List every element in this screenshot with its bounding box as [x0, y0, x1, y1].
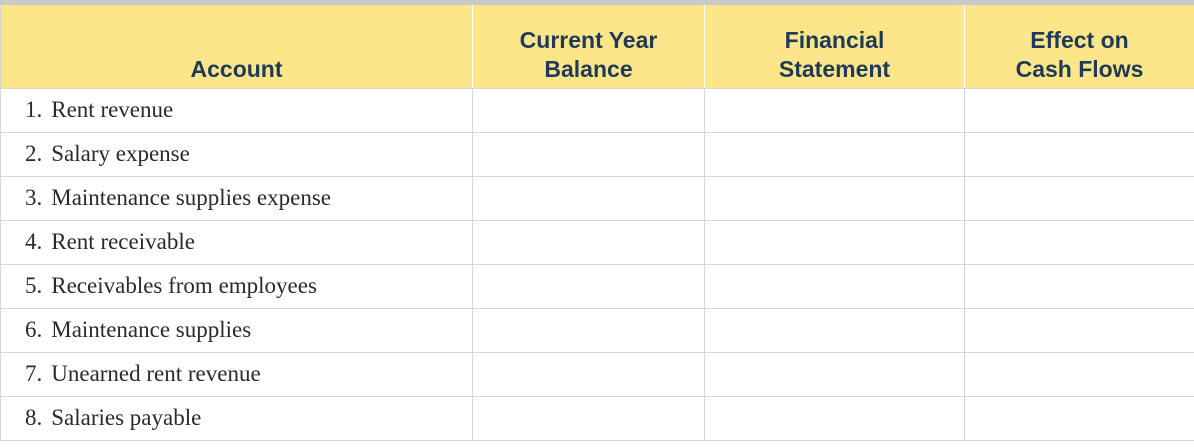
balance-cell[interactable]	[472, 131, 705, 177]
row-number: 7.	[25, 361, 43, 386]
account-cell: 5. Receivables from employees	[0, 263, 473, 309]
table-row: 3. Maintenance supplies expense	[0, 175, 1194, 221]
statement-cell[interactable]	[704, 395, 965, 441]
balance-cell[interactable]	[472, 351, 705, 397]
table-row: 6. Maintenance supplies	[0, 307, 1194, 353]
header-effect-on-cash-flows: Effect on Cash Flows	[964, 5, 1194, 89]
statement-cell[interactable]	[704, 87, 965, 133]
effect-cell[interactable]	[964, 87, 1194, 133]
account-name: Salary expense	[51, 141, 190, 166]
effect-cell[interactable]	[964, 351, 1194, 397]
statement-cell[interactable]	[704, 131, 965, 177]
balance-cell[interactable]	[472, 263, 705, 309]
header-balance-line-1: Current Year	[519, 26, 658, 53]
account-cell: 3. Maintenance supplies expense	[0, 175, 473, 221]
account-cell: 2. Salary expense	[0, 131, 473, 177]
table-row: 4. Rent receivable	[0, 219, 1194, 265]
statement-cell[interactable]	[704, 307, 965, 353]
top-rule	[0, 0, 1194, 5]
account-name: Rent revenue	[51, 97, 174, 122]
table-row: 8. Salaries payable	[0, 395, 1194, 441]
account-name: Receivables from employees	[51, 273, 317, 298]
effect-cell[interactable]	[964, 395, 1194, 441]
table-row: 1. Rent revenue	[0, 87, 1194, 133]
header-effect-line-2: Cash Flows	[1015, 55, 1144, 82]
header-row: Account Current Year Balance Financial S…	[0, 5, 1194, 89]
row-number: 8.	[25, 405, 43, 430]
header-statement-line-2: Statement	[778, 55, 891, 82]
account-cell: 1. Rent revenue	[0, 87, 473, 133]
account-cell: 8. Salaries payable	[0, 395, 473, 441]
statement-cell[interactable]	[704, 351, 965, 397]
balance-cell[interactable]	[472, 175, 705, 221]
account-name: Maintenance supplies	[51, 317, 252, 342]
row-number: 1.	[25, 97, 43, 122]
table-row: 7. Unearned rent revenue	[0, 351, 1194, 397]
account-cell: 7. Unearned rent revenue	[0, 351, 473, 397]
account-cell: 6. Maintenance supplies	[0, 307, 473, 353]
header-account: Account	[0, 5, 473, 89]
row-number: 2.	[25, 141, 43, 166]
statement-cell[interactable]	[704, 175, 965, 221]
balance-cell[interactable]	[472, 219, 705, 265]
account-name: Maintenance supplies expense	[51, 185, 331, 210]
account-name: Rent receivable	[51, 229, 195, 254]
account-name: Unearned rent revenue	[51, 361, 261, 386]
row-number: 3.	[25, 185, 43, 210]
statement-cell[interactable]	[704, 263, 965, 309]
account-cell: 4. Rent receivable	[0, 219, 473, 265]
balance-cell[interactable]	[472, 395, 705, 441]
effect-cell[interactable]	[964, 263, 1194, 309]
header-current-year-balance: Current Year Balance	[472, 5, 705, 89]
effect-cell[interactable]	[964, 219, 1194, 265]
table-row: 5. Receivables from employees	[0, 263, 1194, 309]
header-effect-line-1: Effect on	[1030, 26, 1129, 53]
account-name: Salaries payable	[51, 405, 202, 430]
balance-cell[interactable]	[472, 307, 705, 353]
row-number: 6.	[25, 317, 43, 342]
statement-cell[interactable]	[704, 219, 965, 265]
header-financial-statement: Financial Statement	[704, 5, 965, 89]
effect-cell[interactable]	[964, 175, 1194, 221]
effect-cell[interactable]	[964, 307, 1194, 353]
row-number: 4.	[25, 229, 43, 254]
balance-cell[interactable]	[472, 87, 705, 133]
header-account-label: Account	[190, 55, 283, 82]
effect-cell[interactable]	[964, 131, 1194, 177]
header-statement-line-1: Financial	[784, 26, 885, 53]
header-balance-line-2: Balance	[544, 55, 633, 82]
table-row: 2. Salary expense	[0, 131, 1194, 177]
account-table: Account Current Year Balance Financial S…	[0, 5, 1194, 441]
row-number: 5.	[25, 273, 43, 298]
